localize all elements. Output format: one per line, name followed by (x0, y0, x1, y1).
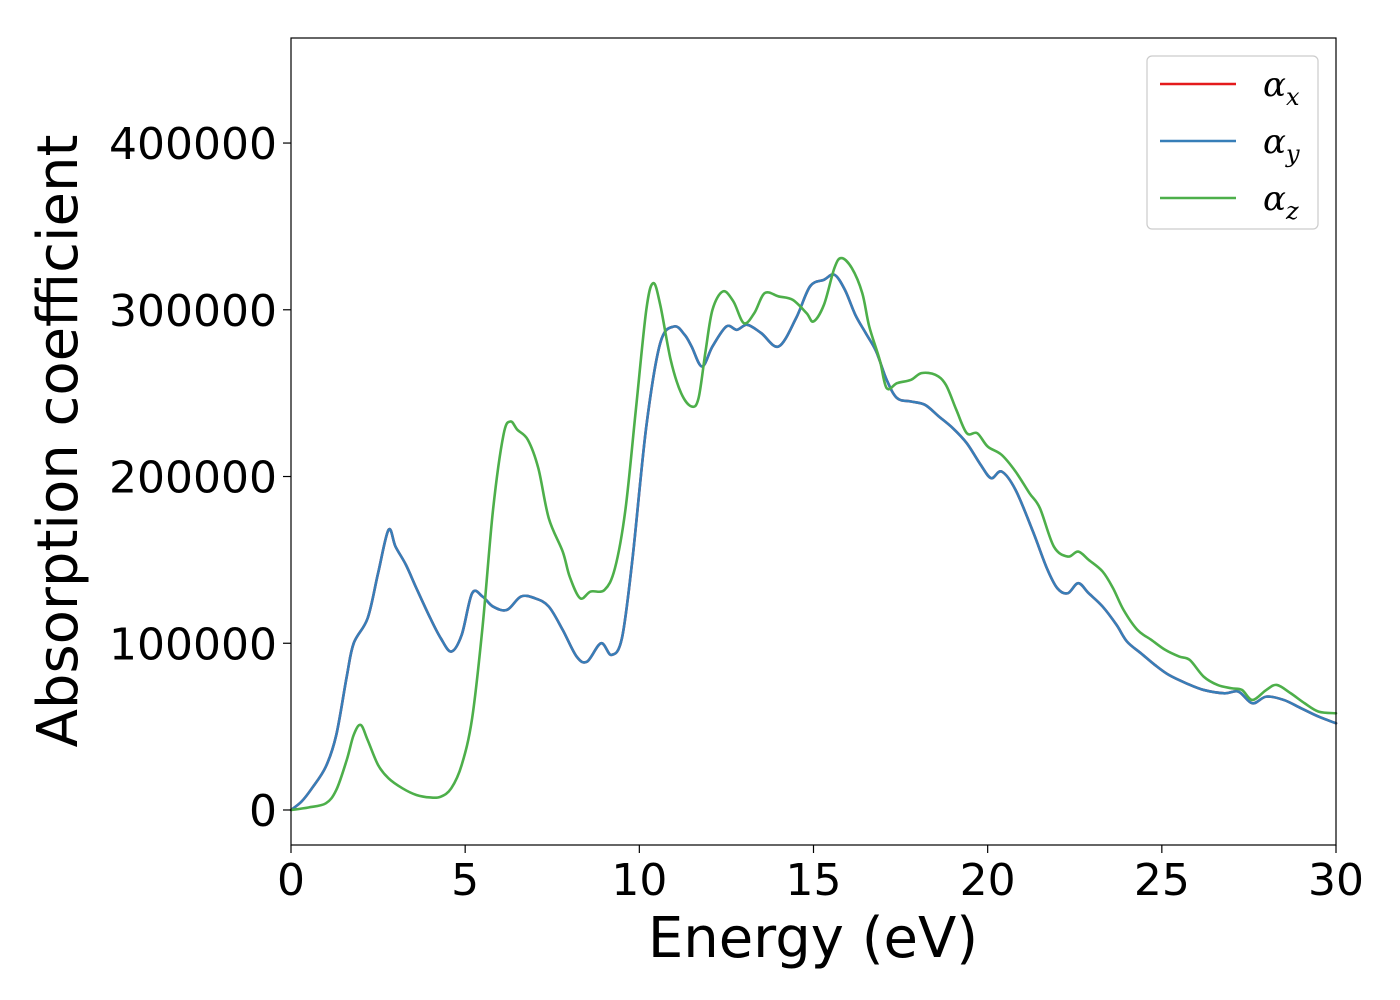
y-tick-label: 400000 (109, 119, 277, 170)
y-axis-ticks: 0 100000 200000 300000 400000 (109, 119, 291, 837)
series-line-z (289, 256, 1338, 812)
legend-label-x: αx (1263, 65, 1300, 111)
x-tick-label: 20 (960, 855, 1016, 906)
y-tick-label: 0 (249, 786, 277, 837)
x-axis-ticks: 0 5 10 15 20 25 30 (277, 845, 1364, 906)
y-axis-title: Absorption coefficient (26, 135, 91, 748)
x-tick-label: 25 (1134, 855, 1190, 906)
x-tick-label: 30 (1308, 855, 1364, 906)
x-tick-label: 5 (451, 855, 479, 906)
y-tick-label: 300000 (109, 286, 277, 337)
series-line-y (289, 273, 1338, 812)
legend-box (1146, 55, 1319, 230)
y-tick-label: 100000 (109, 619, 277, 670)
x-axis-title: Energy (eV) (648, 906, 978, 971)
y-tick-label: 200000 (109, 453, 277, 504)
x-tick-label: 15 (786, 855, 842, 906)
x-tick-label: 10 (611, 855, 667, 906)
series-layer (289, 256, 1338, 812)
x-tick-label: 0 (277, 855, 305, 906)
